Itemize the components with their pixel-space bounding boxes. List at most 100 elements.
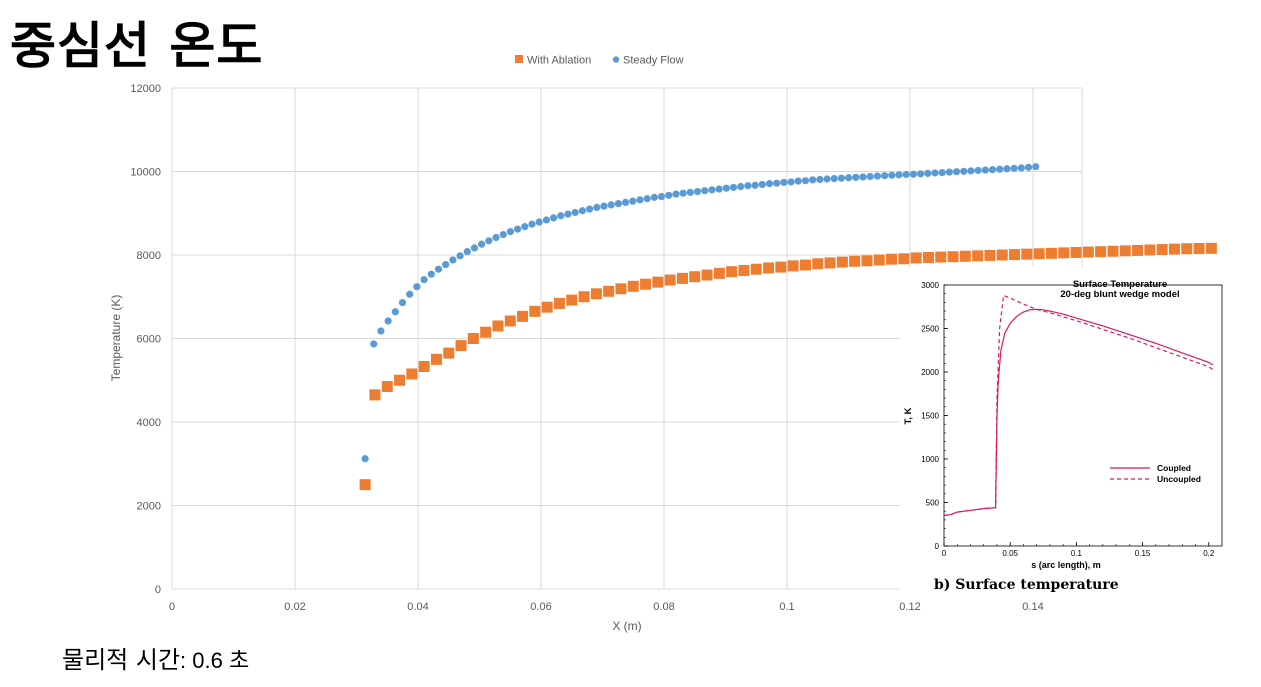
data-point-steady-flow <box>830 174 838 183</box>
data-point-steady-flow <box>370 340 378 348</box>
data-point-steady-flow <box>621 198 630 206</box>
data-point-steady-flow <box>960 167 968 175</box>
data-point-steady-flow <box>988 166 997 174</box>
data-point-with-ablation <box>689 271 701 283</box>
inset-x-axis-label: s (arc length), m <box>1031 560 1101 570</box>
data-point-with-ablation <box>517 310 529 322</box>
inset-y-axis-label: T, K <box>903 407 914 424</box>
data-point-with-ablation <box>553 297 565 309</box>
data-point-steady-flow <box>924 169 932 177</box>
main-tick-labels: 0 0.02 0.04 0.06 0.08 0.1 0.12 0.14 0 2000 4000 600… <box>130 83 1043 613</box>
data-point-with-ablation <box>1045 247 1057 259</box>
physical-time-text: 물리적 시간 <box>62 646 181 674</box>
data-point-with-ablation <box>935 251 947 263</box>
inset-tick-labels: 0 500 1000 1500 2000 2500 3000 0 0.05 0.1 0.15 0.2 <box>921 281 1215 558</box>
data-point-with-ablation <box>984 249 996 261</box>
data-point-with-ablation <box>812 258 824 270</box>
x-tick-label: 0.12 <box>899 601 920 613</box>
inset-y-tick-label: 500 <box>926 499 940 508</box>
data-point-with-ablation <box>566 294 578 306</box>
data-point-steady-flow <box>845 174 853 182</box>
data-point-steady-flow <box>406 290 414 298</box>
data-point-with-ablation <box>861 255 873 267</box>
data-point-with-ablation <box>886 253 898 265</box>
data-point-with-ablation <box>1082 246 1094 258</box>
inset-y-tick-label: 2000 <box>921 368 939 377</box>
data-point-with-ablation <box>738 264 750 276</box>
data-point-steady-flow <box>693 187 702 196</box>
data-point-with-ablation <box>627 280 639 292</box>
data-point-with-ablation <box>381 381 393 393</box>
data-point-with-ablation <box>455 340 467 352</box>
data-point-steady-flow <box>708 186 716 194</box>
data-point-steady-flow <box>938 168 946 177</box>
data-point-with-ablation <box>676 272 688 284</box>
data-point-with-ablation <box>394 374 406 386</box>
data-point-steady-flow <box>888 171 896 179</box>
inset-y-tick-label: 0 <box>935 542 940 551</box>
y-tick-label: 8000 <box>137 250 161 262</box>
slide-title: 중심선 온도 <box>10 17 264 75</box>
data-point-with-ablation <box>1095 246 1107 258</box>
data-point-with-ablation <box>959 250 971 262</box>
inset-x-tick-label: 0 <box>942 549 947 558</box>
data-point-with-ablation <box>504 315 516 327</box>
data-point-steady-flow <box>492 233 500 242</box>
data-point-with-ablation <box>849 255 861 267</box>
data-point-with-ablation <box>726 266 738 278</box>
data-point-steady-flow <box>751 181 759 189</box>
data-point-steady-flow <box>729 183 738 191</box>
data-point-with-ablation <box>775 261 787 273</box>
data-point-with-ablation <box>467 333 479 344</box>
data-point-with-ablation <box>418 360 430 372</box>
data-point-with-ablation <box>947 251 959 263</box>
data-point-steady-flow <box>442 261 450 269</box>
data-point-with-ablation <box>996 249 1008 261</box>
data-point-steady-flow <box>881 172 889 180</box>
data-point-steady-flow <box>1003 165 1011 173</box>
inset-line-uncoupled <box>943 294 1214 517</box>
data-point-steady-flow <box>413 283 421 291</box>
data-point-with-ablation <box>590 288 602 300</box>
data-point-steady-flow <box>506 228 515 236</box>
data-point-steady-flow <box>773 179 781 187</box>
data-point-steady-flow <box>398 298 407 307</box>
data-point-with-ablation <box>750 263 762 275</box>
data-point-steady-flow <box>665 191 673 199</box>
data-point-with-ablation <box>910 252 922 264</box>
data-point-steady-flow <box>672 190 680 198</box>
data-point-with-ablation <box>480 326 492 338</box>
data-point-steady-flow <box>679 189 687 197</box>
data-point-with-ablation <box>922 252 934 264</box>
inset-lines <box>943 294 1214 517</box>
data-point-steady-flow <box>686 188 694 196</box>
inset-figure-background <box>900 267 1240 599</box>
x-tick-label: 0.1 <box>779 601 794 613</box>
data-point-with-ablation <box>898 253 910 265</box>
main-legend: With Ablation Steady Flow <box>515 55 684 67</box>
inset-x-tick-label: 0.15 <box>1135 549 1151 558</box>
inset-y-tick-label: 1000 <box>921 455 939 464</box>
data-point-steady-flow <box>916 170 925 178</box>
main-y-axis-label: Temperature (K) <box>109 295 123 382</box>
data-point-steady-flow <box>1024 163 1033 171</box>
data-point-with-ablation <box>824 257 836 269</box>
data-point-with-ablation <box>1205 242 1217 254</box>
data-point-steady-flow <box>585 205 594 213</box>
data-point-steady-flow <box>715 185 723 193</box>
legend-label-with-ablation: With Ablation <box>527 55 591 67</box>
data-point-steady-flow <box>866 172 874 181</box>
data-point-steady-flow <box>643 195 651 203</box>
data-point-steady-flow <box>657 192 666 201</box>
data-point-steady-flow <box>361 455 369 463</box>
data-point-steady-flow <box>470 244 479 252</box>
inset-y-tick-label: 1500 <box>921 412 939 421</box>
data-point-with-ablation <box>1033 248 1045 260</box>
data-point-steady-flow <box>434 265 443 273</box>
legend-marker-with-ablation <box>515 55 523 63</box>
data-point-with-ablation <box>873 254 885 266</box>
data-point-steady-flow <box>1032 163 1040 171</box>
data-point-with-ablation <box>640 278 652 290</box>
data-point-steady-flow <box>542 216 551 224</box>
inset-caption: b) Surface temperature <box>934 577 1119 593</box>
